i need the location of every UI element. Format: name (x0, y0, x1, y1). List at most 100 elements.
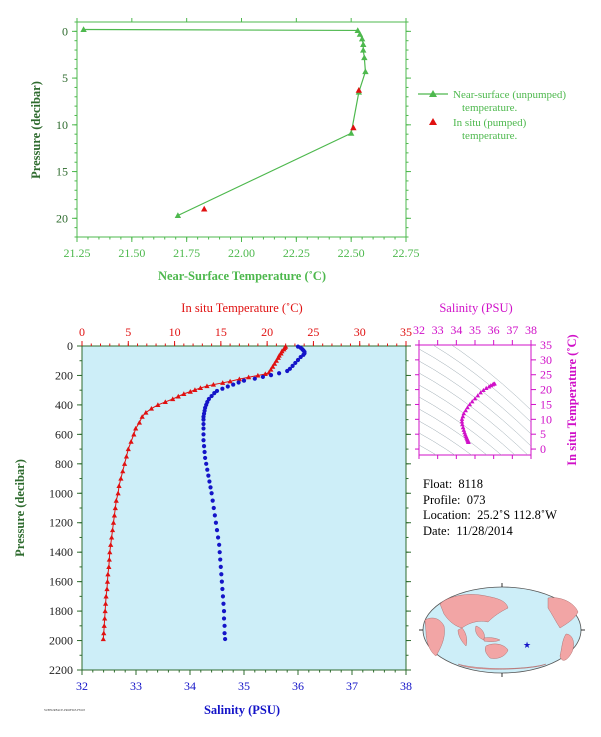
temperature-profile-point (125, 446, 131, 452)
main-bottom-tick-label: 36 (292, 679, 304, 693)
top-y-tick-label: 10 (56, 118, 68, 132)
float-value: 8118 (458, 477, 483, 491)
temperature-profile-point (181, 391, 187, 396)
world-map: ★ (419, 583, 585, 677)
temperature-profile-point (227, 378, 233, 384)
salinity-profile-point (241, 378, 247, 383)
main-chart: 0200400600800100012001400160018002000220… (13, 301, 412, 717)
ts-density-contours (419, 345, 531, 455)
ts-top-tick-label: 37 (506, 323, 518, 337)
ts-point (460, 422, 465, 427)
top-x-axis-label: Near-Surface Temperature (˚C) (158, 269, 326, 283)
main-y-tick-label: 1400 (49, 545, 73, 559)
temperature-profile-point (170, 396, 176, 402)
ts-top-tick-label: 32 (413, 323, 425, 337)
legend-marker-pumped (429, 118, 437, 125)
ts-point (463, 408, 468, 413)
temperature-profile-point (155, 402, 161, 407)
float-info: Float: 8118 Profile: 073 Location: 25.2˚… (423, 477, 557, 539)
main-bottom-tick-label: 37 (346, 679, 358, 693)
unpumped-temperature-point (80, 26, 87, 33)
temperature-profile-point (104, 579, 111, 584)
main-top-tick-label: 25 (307, 325, 319, 339)
temperature-profile-point (102, 615, 108, 621)
salinity-profile-point (208, 485, 213, 490)
salinity-profile-point (217, 542, 222, 547)
salinity-profile-point (209, 491, 214, 496)
ts-right-tick-label: 0 (540, 442, 546, 456)
ts-right-tick-label: 10 (540, 412, 552, 426)
salinity-profile-point (225, 384, 230, 389)
density-contour (419, 444, 437, 455)
unpumped-temperature-point (362, 68, 369, 75)
temperature-profile-point (187, 389, 193, 394)
salinity-profile-point (222, 631, 227, 636)
density-contour (451, 345, 531, 411)
top-x-tick-label: 21.25 (64, 246, 91, 260)
pumped-temperature-point (201, 205, 208, 212)
salinity-profile-point (295, 357, 301, 363)
main-y-tick-label: 1600 (49, 575, 73, 589)
temperature-profile-point (123, 453, 130, 459)
ts-right-tick-label: 15 (540, 397, 552, 411)
top-x-tick-label: 21.75 (173, 246, 200, 260)
ts-point (465, 405, 470, 410)
top-plot-frame (76, 21, 407, 238)
salinity-profile-point (214, 527, 220, 533)
profile-value: 073 (466, 492, 486, 507)
location-label: Location: (423, 508, 471, 522)
salinity-profile-point (220, 594, 226, 599)
salinity-profile-point (218, 564, 223, 570)
temperature-profile-point (128, 439, 134, 444)
temperature-profile-point (133, 425, 139, 431)
temperature-profile-point (271, 361, 278, 366)
temperature-profile-point (273, 358, 279, 363)
unpumped-temperature-point (360, 46, 367, 53)
temperature-profile-point (121, 461, 128, 466)
temperature-profile-point (116, 483, 122, 488)
ts-point (459, 419, 465, 424)
ts-top-tick-label: 36 (488, 323, 500, 337)
salinity-profile-point (220, 586, 225, 592)
salinity-profile-point (206, 473, 211, 478)
temperature-profile-point (148, 405, 155, 411)
salinity-profile-point (260, 374, 265, 380)
salinity-profile-point (209, 393, 214, 399)
main-y-axis-label: Pressure (decibar) (13, 459, 27, 557)
ts-top-tick-label: 38 (525, 323, 537, 337)
salinity-profile-point (215, 535, 221, 540)
salinity-profile-point (201, 432, 206, 437)
main-axes: 0200400600800100012001400160018002000220… (49, 325, 412, 693)
main-bottom-tick-label: 32 (76, 679, 88, 693)
top-x-tick-label: 22.00 (228, 246, 255, 260)
main-bottom-tick-label: 34 (184, 679, 196, 693)
unpumped-temperature-point (360, 41, 367, 47)
temperature-profile-point (112, 505, 118, 511)
main-series (100, 343, 307, 642)
density-contour (419, 408, 488, 455)
unpumped-temperature-point (361, 54, 368, 61)
ts-point (469, 399, 475, 404)
density-contour (419, 372, 529, 455)
top-series (80, 26, 369, 219)
ts-point (460, 425, 466, 430)
main-bottom-tick-label: 33 (130, 679, 142, 693)
temperature-profile-point (131, 431, 137, 437)
ts-point (492, 381, 497, 386)
temperature-profile-point (162, 399, 168, 405)
legend-label-unpumped: Near-surface (unpumped) (453, 89, 566, 101)
location-value: 25.2˚S 112.8˚W (477, 508, 557, 522)
temperature-profile-point (106, 556, 112, 562)
ts-top-axis-label: Salinity (PSU) (439, 301, 512, 315)
temperature-profile-point (115, 490, 121, 496)
salinity-profile-point (219, 572, 224, 577)
salinity-profile-point (211, 505, 216, 511)
salinity-profile-point (212, 391, 217, 396)
top-y-tick-label: 5 (62, 71, 68, 85)
ts-point (478, 390, 483, 395)
salinity-profile-point (221, 608, 227, 614)
profile-label: Profile: (423, 492, 461, 507)
temperature-profile-point (204, 383, 210, 389)
salinity-profile-point (231, 382, 236, 387)
